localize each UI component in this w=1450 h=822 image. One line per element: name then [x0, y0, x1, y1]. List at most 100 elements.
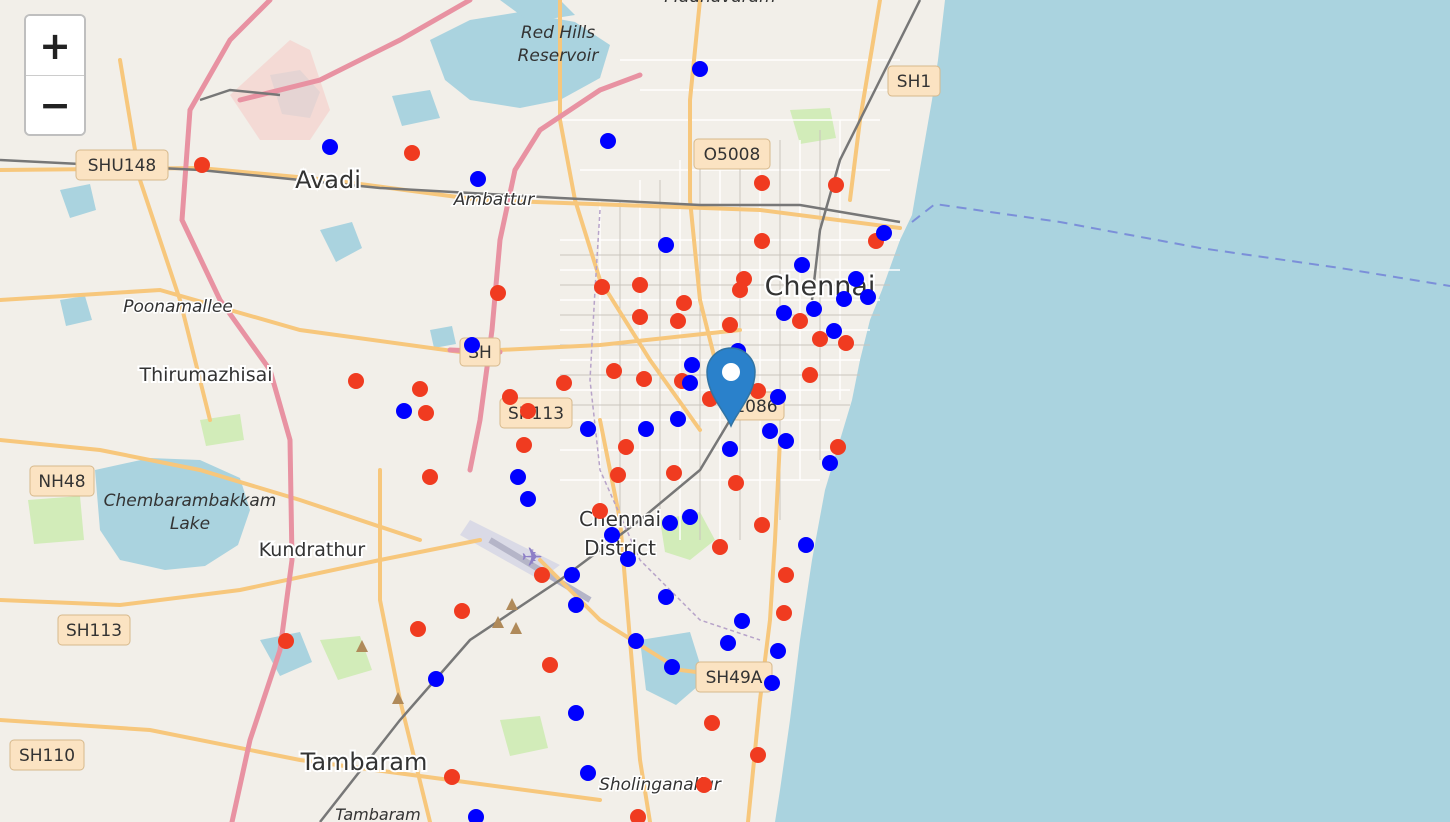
blue-marker[interactable] [638, 421, 654, 437]
red-marker[interactable] [610, 467, 626, 483]
red-marker[interactable] [722, 317, 738, 333]
red-marker[interactable] [592, 503, 608, 519]
red-marker[interactable] [418, 405, 434, 421]
blue-marker[interactable] [848, 271, 864, 287]
blue-marker[interactable] [564, 567, 580, 583]
red-marker[interactable] [410, 621, 426, 637]
red-marker[interactable] [776, 605, 792, 621]
red-marker[interactable] [728, 475, 744, 491]
red-marker[interactable] [534, 567, 550, 583]
blue-marker[interactable] [692, 61, 708, 77]
blue-marker[interactable] [600, 133, 616, 149]
blue-marker[interactable] [806, 301, 822, 317]
blue-marker[interactable] [580, 765, 596, 781]
red-marker[interactable] [606, 363, 622, 379]
red-marker[interactable] [838, 335, 854, 351]
circle-markers[interactable] [194, 61, 892, 822]
red-marker[interactable] [666, 465, 682, 481]
red-marker[interactable] [444, 769, 460, 785]
red-marker[interactable] [454, 603, 470, 619]
blue-marker[interactable] [682, 375, 698, 391]
blue-marker[interactable] [658, 237, 674, 253]
red-marker[interactable] [594, 279, 610, 295]
blue-marker[interactable] [322, 139, 338, 155]
red-marker[interactable] [632, 309, 648, 325]
red-marker[interactable] [712, 539, 728, 555]
location-pin-icon[interactable] [706, 347, 756, 428]
red-marker[interactable] [704, 715, 720, 731]
blue-marker[interactable] [664, 659, 680, 675]
blue-marker[interactable] [396, 403, 412, 419]
blue-marker[interactable] [822, 455, 838, 471]
red-marker[interactable] [348, 373, 364, 389]
red-marker[interactable] [812, 331, 828, 347]
blue-marker[interactable] [568, 705, 584, 721]
blue-marker[interactable] [778, 433, 794, 449]
blue-marker[interactable] [722, 441, 738, 457]
red-marker[interactable] [542, 657, 558, 673]
blue-marker[interactable] [720, 635, 736, 651]
blue-marker[interactable] [510, 469, 526, 485]
blue-marker[interactable] [794, 257, 810, 273]
red-marker[interactable] [618, 439, 634, 455]
red-marker[interactable] [802, 367, 818, 383]
blue-marker[interactable] [776, 305, 792, 321]
red-marker[interactable] [830, 439, 846, 455]
blue-marker[interactable] [762, 423, 778, 439]
red-marker[interactable] [750, 383, 766, 399]
zoom-in-button[interactable]: + [26, 16, 84, 75]
red-marker[interactable] [278, 633, 294, 649]
red-marker[interactable] [696, 777, 712, 793]
red-marker[interactable] [670, 313, 686, 329]
blue-marker[interactable] [734, 613, 750, 629]
red-marker[interactable] [516, 437, 532, 453]
red-marker[interactable] [502, 389, 518, 405]
blue-marker[interactable] [798, 537, 814, 553]
blue-marker[interactable] [876, 225, 892, 241]
blue-marker[interactable] [568, 597, 584, 613]
red-marker[interactable] [636, 371, 652, 387]
blue-marker[interactable] [470, 171, 486, 187]
red-marker[interactable] [520, 403, 536, 419]
blue-marker[interactable] [428, 671, 444, 687]
blue-marker[interactable] [604, 527, 620, 543]
red-marker[interactable] [754, 517, 770, 533]
blue-marker[interactable] [682, 509, 698, 525]
blue-marker[interactable] [670, 411, 686, 427]
red-marker[interactable] [754, 233, 770, 249]
blue-marker[interactable] [836, 291, 852, 307]
blue-marker[interactable] [620, 551, 636, 567]
red-marker[interactable] [792, 313, 808, 329]
red-marker[interactable] [194, 157, 210, 173]
red-marker[interactable] [676, 295, 692, 311]
blue-marker[interactable] [860, 289, 876, 305]
red-marker[interactable] [630, 809, 646, 822]
red-marker[interactable] [490, 285, 506, 301]
zoom-out-button[interactable]: − [26, 75, 84, 134]
red-marker[interactable] [412, 381, 428, 397]
blue-marker[interactable] [580, 421, 596, 437]
blue-marker[interactable] [770, 643, 786, 659]
blue-marker[interactable] [468, 809, 484, 822]
blue-marker[interactable] [770, 389, 786, 405]
red-marker[interactable] [828, 177, 844, 193]
blue-marker[interactable] [628, 633, 644, 649]
red-marker[interactable] [422, 469, 438, 485]
blue-marker[interactable] [658, 589, 674, 605]
red-marker[interactable] [556, 375, 572, 391]
red-marker[interactable] [404, 145, 420, 161]
label-madhavaram: Madhavaram [664, 0, 776, 7]
red-marker[interactable] [754, 175, 770, 191]
blue-marker[interactable] [826, 323, 842, 339]
red-marker[interactable] [778, 567, 794, 583]
blue-marker[interactable] [662, 515, 678, 531]
blue-marker[interactable] [684, 357, 700, 373]
red-marker[interactable] [750, 747, 766, 763]
blue-marker[interactable] [464, 337, 480, 353]
blue-marker[interactable] [764, 675, 780, 691]
red-marker[interactable] [732, 282, 748, 298]
red-marker[interactable] [632, 277, 648, 293]
blue-marker[interactable] [520, 491, 536, 507]
